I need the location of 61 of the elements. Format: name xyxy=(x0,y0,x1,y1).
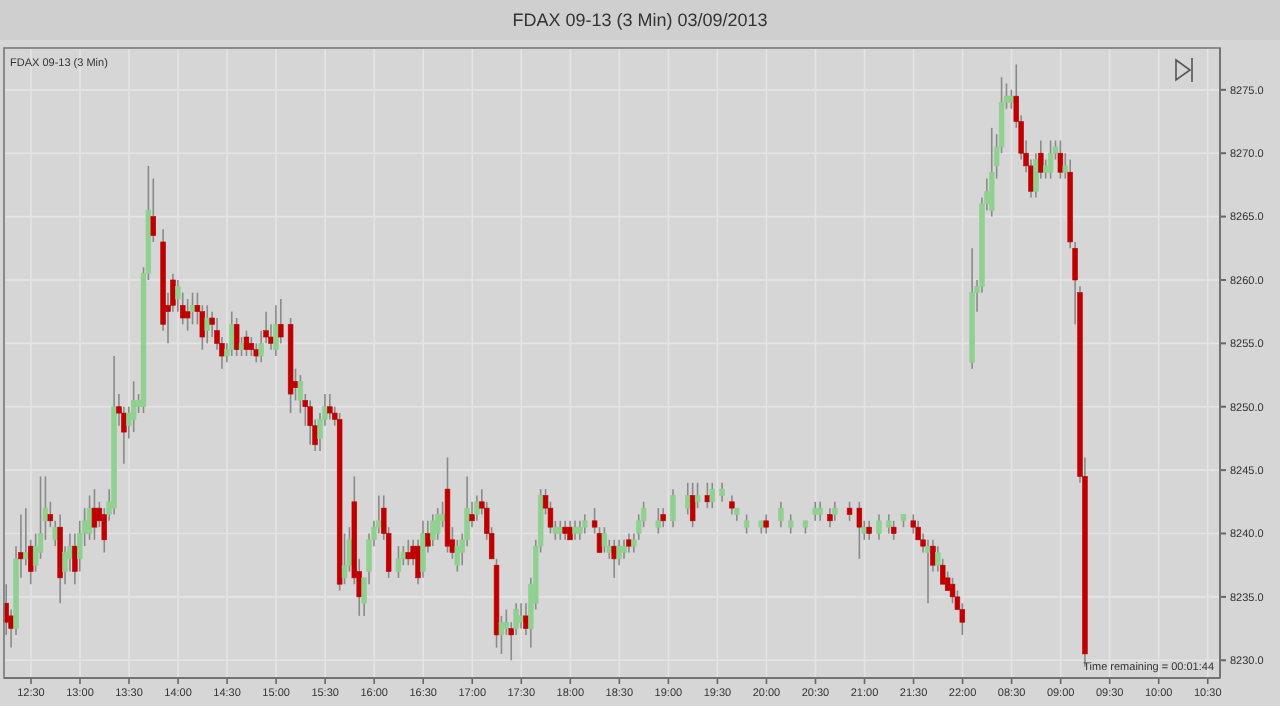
candlestick xyxy=(876,513,882,541)
candlestick xyxy=(890,520,897,541)
candlestick xyxy=(582,513,588,535)
candlestick xyxy=(719,481,725,503)
candlestick xyxy=(184,298,191,332)
candlestick xyxy=(812,501,818,522)
candlestick xyxy=(866,520,872,541)
candlestick xyxy=(925,539,931,605)
candlestick xyxy=(229,310,235,357)
candlestick xyxy=(959,602,966,636)
candlestick xyxy=(189,291,196,326)
candlestick xyxy=(307,399,313,446)
candlestick xyxy=(572,520,578,541)
candlestick xyxy=(591,507,598,535)
candlestick xyxy=(420,520,426,579)
candlestick xyxy=(273,304,279,357)
candlestick xyxy=(660,507,666,528)
candlestick xyxy=(655,507,662,535)
candlestick xyxy=(788,513,794,535)
candlestick xyxy=(626,532,632,554)
candlestick xyxy=(395,545,402,579)
candlestick xyxy=(709,481,715,509)
candlestick xyxy=(827,507,833,528)
candlestick xyxy=(577,520,583,541)
candlestick xyxy=(778,501,784,528)
candlestick xyxy=(704,481,711,509)
candlestick xyxy=(886,513,892,535)
chart-title: FDAX 09-13 (3 Min) 03/09/2013 xyxy=(510,8,770,34)
candlestick xyxy=(670,488,676,528)
candlestick xyxy=(518,602,524,630)
candlestick xyxy=(562,520,568,541)
candlestick xyxy=(130,380,137,433)
candlestick xyxy=(434,507,441,541)
candlestick xyxy=(341,532,348,585)
candlestick xyxy=(327,393,333,421)
candlestick xyxy=(763,513,769,535)
candlestick xyxy=(817,501,823,522)
candlestick xyxy=(150,177,156,243)
candlestick xyxy=(474,494,480,522)
candlestick xyxy=(430,513,436,547)
candlestick xyxy=(694,481,701,509)
candlestick xyxy=(621,539,627,560)
candlestick xyxy=(743,513,750,535)
candlestick xyxy=(729,494,735,516)
candlestick xyxy=(989,127,995,218)
candlestick xyxy=(557,520,563,541)
candlestick xyxy=(405,539,411,566)
candlestick xyxy=(832,501,838,522)
candlestick xyxy=(949,577,956,605)
candlestick xyxy=(1057,139,1064,180)
candlestick xyxy=(601,526,608,554)
candlestick xyxy=(498,615,505,655)
candlestick xyxy=(935,545,941,573)
candlestick xyxy=(910,513,916,535)
candlestick xyxy=(596,526,603,554)
candlestick xyxy=(1047,139,1054,180)
candlestick xyxy=(567,520,573,541)
candlestick xyxy=(611,539,617,579)
candlestick xyxy=(689,481,696,528)
candlestick xyxy=(248,336,255,357)
candlestick xyxy=(204,304,210,345)
